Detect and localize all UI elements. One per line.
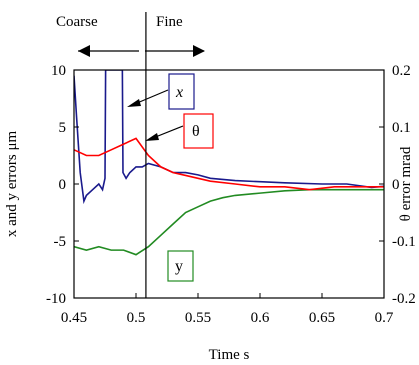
phase-label-coarse: Coarse: [56, 14, 98, 30]
series-layer: [74, 70, 384, 256]
y-left-tick-label: -5: [54, 234, 67, 250]
x-tick-label: 0.7: [375, 310, 394, 326]
y-left-tick-label: 5: [59, 120, 67, 136]
phase-arrowhead-right: [193, 45, 205, 57]
y-axis-title-right: θ error mrad: [398, 146, 414, 221]
y-right-tick-label: -0.2: [392, 291, 416, 307]
phase-label-fine: Fine: [156, 14, 183, 30]
x-tick-label: 0.65: [309, 310, 335, 326]
annotation-y-label: y: [175, 258, 183, 275]
y-left-tick-label: 10: [51, 63, 66, 79]
y-axis-title-left: x and y errors μm: [4, 130, 20, 237]
annotation-x: x: [127, 73, 195, 110]
y-right-tick-label: 0.2: [392, 63, 411, 79]
x-tick-label: 0.45: [61, 310, 87, 326]
ticks-layer: 0.45 0.5 0.55 0.6 0.65 0.7 10 5 0 -5 -10 0.2 0.1 0 -0.…: [46, 63, 416, 326]
annotation-x-label: x: [175, 84, 183, 101]
x-tick-label: 0.6: [251, 310, 270, 326]
y-right-tick-label: 0: [392, 177, 400, 193]
annotation-y: y: [167, 250, 194, 282]
annotation-theta: θ: [145, 113, 214, 149]
y-left-tick-label: -10: [46, 291, 66, 307]
series-line-x: [74, 70, 384, 205]
y-right-tick-label: -0.1: [392, 234, 416, 250]
x-tick-label: 0.5: [127, 310, 146, 326]
series-line-y: [74, 188, 384, 256]
x-axis-title: Time s: [209, 347, 250, 363]
y-right-tick-label: 0.1: [392, 120, 411, 136]
y-left-tick-label: 0: [59, 177, 67, 193]
phase-arrowhead-left: [78, 45, 90, 57]
annotation-theta-label: θ: [192, 123, 200, 140]
series-line-theta: [74, 137, 384, 191]
x-tick-label: 0.55: [185, 310, 211, 326]
